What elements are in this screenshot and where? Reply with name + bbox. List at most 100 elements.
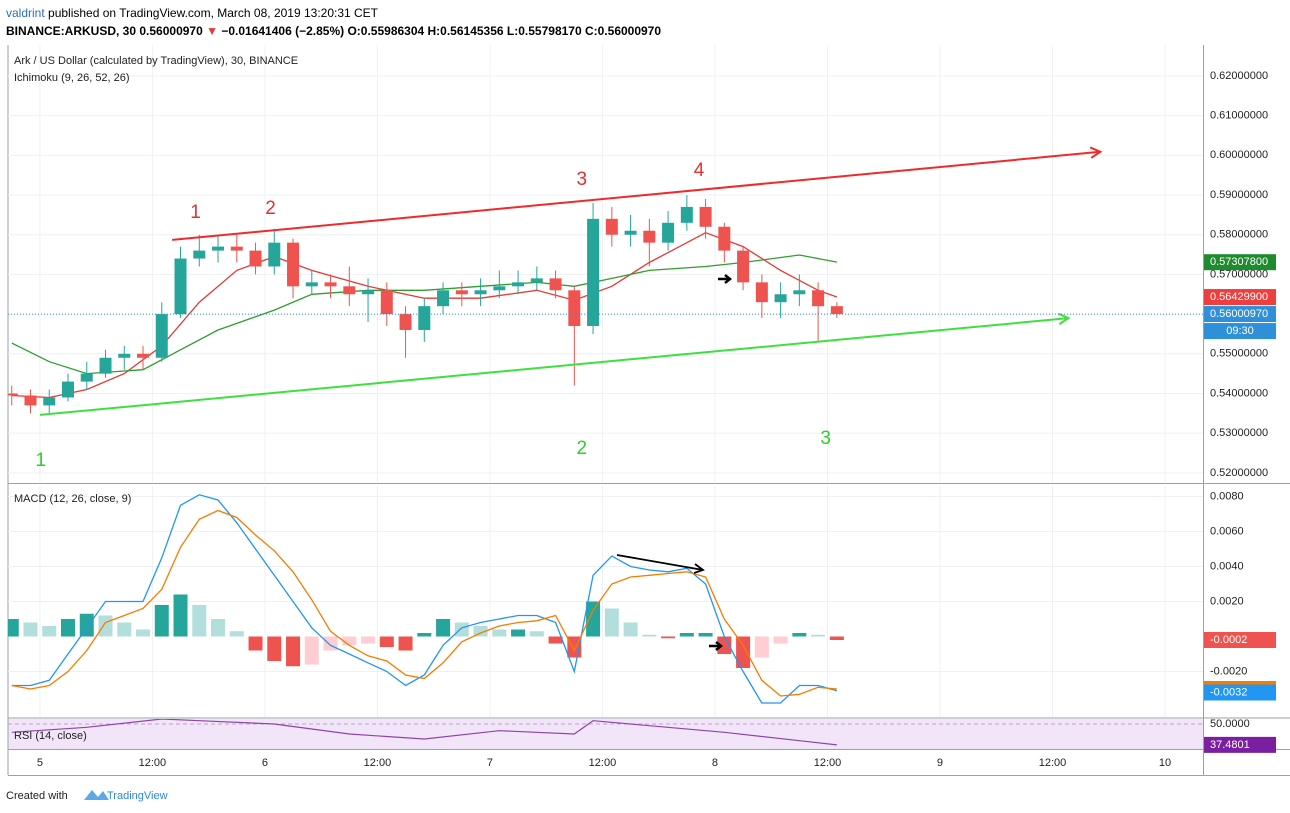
candle-body bbox=[399, 314, 412, 330]
histogram-bar bbox=[267, 636, 282, 661]
price-label: 37.4801 bbox=[1210, 739, 1250, 751]
price-label: 0.56000970 bbox=[1210, 308, 1268, 320]
macd-title: MACD (12, 26, close, 9) bbox=[14, 493, 131, 505]
y-tick-label: 0.61000000 bbox=[1210, 110, 1268, 122]
header: valdrint published on TradingView.com, M… bbox=[6, 4, 661, 40]
y-tick-label: 0.55000000 bbox=[1210, 348, 1268, 360]
y-tick-label: 0.57000000 bbox=[1210, 268, 1268, 280]
y-tick-label: 0.53000000 bbox=[1210, 427, 1268, 439]
candle-body bbox=[155, 314, 168, 358]
candle-body bbox=[812, 290, 825, 307]
y-tick-label: 0.0080 bbox=[1210, 490, 1244, 502]
histogram-bar bbox=[61, 619, 76, 637]
histogram-bar bbox=[417, 633, 432, 637]
candle-body bbox=[568, 290, 581, 327]
histogram-bar bbox=[98, 615, 113, 637]
candle-body bbox=[530, 278, 543, 283]
x-tick-label: 6 bbox=[262, 757, 268, 769]
candle-body bbox=[212, 246, 225, 251]
candle-body bbox=[587, 218, 600, 327]
author[interactable]: valdrint bbox=[6, 6, 45, 20]
ohlc: O:0.55986304 H:0.56145356 L:0.55798170 C… bbox=[347, 24, 662, 38]
candle-body bbox=[99, 357, 112, 374]
histogram-bar bbox=[154, 605, 169, 637]
x-tick-label: 7 bbox=[487, 757, 493, 769]
candle-body bbox=[362, 290, 375, 295]
candle-body bbox=[493, 286, 506, 291]
candle-body bbox=[718, 226, 731, 251]
histogram-bar bbox=[698, 633, 713, 637]
histogram-bar bbox=[8, 619, 19, 637]
published: published on TradingView.com, March 08, … bbox=[48, 6, 379, 20]
price-label-box bbox=[1204, 254, 1276, 271]
histogram-bar bbox=[717, 636, 732, 654]
price-label: 0.57307800 bbox=[1210, 256, 1268, 268]
annotation: 1 bbox=[36, 450, 47, 471]
histogram-bar bbox=[754, 636, 769, 658]
histogram-bar bbox=[623, 622, 638, 637]
annotation: 3 bbox=[577, 169, 588, 190]
histogram-bar bbox=[792, 633, 807, 637]
candle-body bbox=[193, 250, 206, 259]
histogram-bar bbox=[304, 636, 319, 665]
chart-title: Ark / US Dollar (calculated by TradingVi… bbox=[14, 55, 298, 67]
header-line-1: valdrint published on TradingView.com, M… bbox=[6, 4, 661, 22]
chart-subtitle: Ichimoku (9, 26, 52, 26) bbox=[14, 72, 130, 84]
footer-brand[interactable]: TradingView bbox=[107, 790, 168, 802]
histogram-bar bbox=[361, 636, 376, 644]
annotation: 4 bbox=[694, 160, 705, 181]
macd-line bbox=[11, 509, 837, 697]
candle-body bbox=[43, 397, 56, 406]
x-tick-label: 10 bbox=[1159, 757, 1171, 769]
histogram-bar bbox=[136, 629, 151, 637]
y-tick-label: 0.62000000 bbox=[1210, 70, 1268, 82]
y-tick-label: 0.54000000 bbox=[1210, 387, 1268, 399]
symbol: BINANCE:ARKUSD, 30 bbox=[6, 24, 137, 38]
x-tick-label: 12:00 bbox=[589, 757, 617, 769]
price-label-box bbox=[1204, 684, 1276, 701]
candle-body bbox=[249, 250, 262, 267]
histogram-bar bbox=[829, 636, 844, 640]
trend-line bbox=[39, 317, 1069, 416]
price-label-box bbox=[1204, 306, 1276, 323]
y-tick-label: -0.0020 bbox=[1210, 665, 1247, 677]
rsi-title: RSI (14, close) bbox=[14, 730, 87, 742]
change: −0.01641406 (−2.85%) bbox=[221, 24, 345, 38]
annotation: 2 bbox=[265, 198, 276, 219]
divergence-line bbox=[616, 554, 705, 574]
candle-body bbox=[8, 393, 18, 396]
candle-body bbox=[343, 286, 356, 295]
annotation: 3 bbox=[820, 428, 831, 449]
candle-body bbox=[24, 395, 37, 406]
candle-body bbox=[624, 230, 637, 235]
histogram-bar bbox=[23, 622, 38, 637]
axes: 5 12:00 6 12:00 7 12:00 8 12:00 9 12:00 10 0.620000… bbox=[37, 70, 1276, 769]
histogram-bar bbox=[248, 636, 263, 651]
trend-arrowhead bbox=[1057, 312, 1071, 326]
candle-body bbox=[455, 290, 468, 295]
histogram-bar bbox=[736, 636, 751, 668]
rsi-line bbox=[11, 719, 837, 746]
candle-body bbox=[268, 242, 281, 267]
logo bbox=[84, 790, 109, 800]
footer-created: Created with bbox=[6, 790, 68, 802]
histogram-bar bbox=[811, 634, 826, 637]
candle-body bbox=[174, 258, 187, 315]
x-tick-label: 12:00 bbox=[1039, 757, 1067, 769]
histogram-bar bbox=[586, 601, 601, 637]
arrow bbox=[718, 274, 733, 284]
histogram-bar bbox=[661, 636, 676, 639]
y-tick-label: 50.0000 bbox=[1210, 718, 1250, 730]
candle-body bbox=[699, 206, 712, 227]
histogram-bar bbox=[173, 594, 188, 637]
histogram-bar bbox=[342, 636, 357, 646]
candle-body bbox=[474, 290, 487, 295]
candle-body bbox=[605, 218, 618, 235]
header-line-2: BINANCE:ARKUSD, 30 0.56000970 ▼ −0.01641… bbox=[6, 22, 661, 40]
x-tick-label: 8 bbox=[712, 757, 718, 769]
price-label-box bbox=[1204, 632, 1276, 648]
histogram-bar bbox=[229, 631, 244, 637]
y-tick-label: 0.60000000 bbox=[1210, 149, 1268, 161]
y-tick-label: 0.0060 bbox=[1210, 525, 1244, 537]
y-tick-label: 0.0040 bbox=[1210, 560, 1244, 572]
